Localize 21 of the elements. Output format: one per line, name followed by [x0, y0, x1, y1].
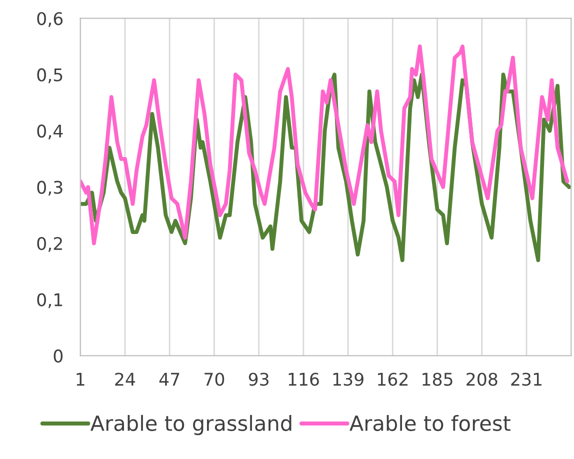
x-tick-label: 116	[288, 372, 319, 386]
x-tick-label: 93	[248, 372, 268, 386]
legend-label: Arable to grassland	[90, 414, 292, 436]
y-tick-label: 0,5	[37, 68, 62, 84]
x-tick-label: 1	[76, 372, 84, 386]
x-tick-label: 47	[159, 372, 180, 386]
y-tick-label: 0,3	[37, 180, 62, 196]
x-tick-label: 162	[378, 372, 408, 386]
line-series	[80, 44, 570, 246]
y-tick-label: 0,1	[37, 293, 62, 308]
x-tick-label: 231	[511, 372, 542, 386]
x-tick-label: 24	[115, 372, 136, 386]
y-tick-label: 0,2	[37, 236, 62, 252]
y-tick-label: 0,4	[37, 124, 63, 140]
y-tick-label: 0,6	[37, 12, 63, 27]
x-tick-label: 70	[204, 372, 224, 386]
x-tick-label: 139	[333, 372, 364, 386]
x-tick-label: 185	[422, 372, 452, 386]
y-tick-label: 0	[54, 349, 63, 363]
legend-label: Arable to forest	[350, 414, 510, 432]
x-tick-label: 208	[466, 372, 498, 386]
